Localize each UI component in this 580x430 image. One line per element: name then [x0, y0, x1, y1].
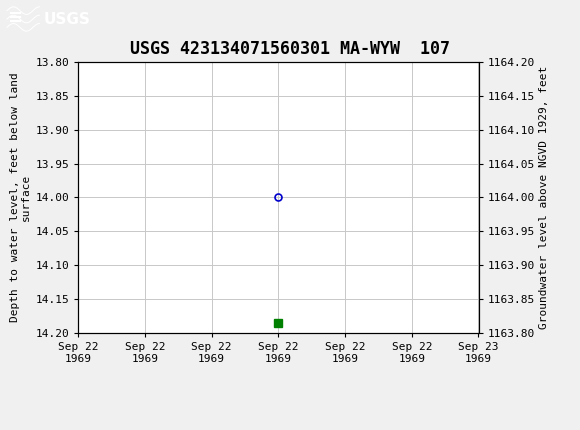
Text: ≡: ≡: [7, 9, 22, 27]
Y-axis label: Depth to water level, feet below land
surface: Depth to water level, feet below land su…: [10, 73, 31, 322]
Bar: [274, 319, 282, 327]
Text: USGS 423134071560301 MA-WYW  107: USGS 423134071560301 MA-WYW 107: [130, 40, 450, 58]
Text: USGS: USGS: [44, 12, 90, 27]
Y-axis label: Groundwater level above NGVD 1929, feet: Groundwater level above NGVD 1929, feet: [539, 66, 549, 329]
